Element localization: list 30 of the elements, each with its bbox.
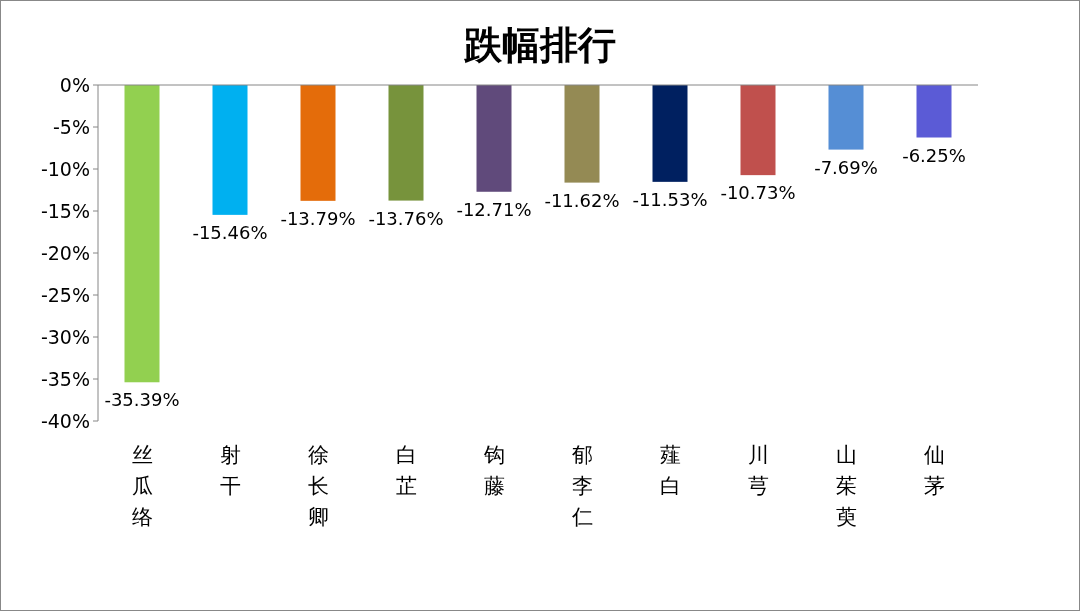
data-label: -15.46% — [192, 221, 268, 243]
y-tick-label: -30% — [40, 326, 90, 348]
y-tick-label: -5% — [53, 116, 90, 138]
data-label: -6.25% — [902, 144, 966, 166]
x-tick-label: 钩藤 — [482, 443, 505, 498]
y-tick-label: -40% — [40, 410, 90, 432]
data-label: -13.76% — [368, 207, 444, 229]
x-tick-label: 徐长卿 — [307, 443, 329, 529]
chart-title: 跌幅排行 — [463, 23, 616, 67]
x-tick-label: 郁李仁 — [570, 443, 593, 529]
data-label: -35.39% — [104, 389, 180, 411]
data-label: -11.62% — [544, 189, 620, 211]
data-label: -10.73% — [720, 182, 796, 204]
x-tick-label: 山茱萸 — [835, 443, 857, 529]
data-label: -11.53% — [632, 188, 708, 210]
x-tick-label: 白芷 — [395, 443, 417, 498]
x-tick-label: 薤白 — [659, 443, 681, 498]
x-tick-label: 川芎 — [747, 443, 769, 498]
y-tick-label: -25% — [40, 284, 90, 306]
data-label: -7.69% — [814, 156, 878, 178]
y-tick-label: -20% — [40, 242, 90, 264]
x-tick-label: 丝瓜络 — [131, 443, 153, 529]
y-tick-label: -35% — [40, 368, 90, 390]
x-tick-label: 仙茅 — [923, 443, 945, 498]
data-label: -12.71% — [456, 198, 532, 220]
y-tick-label: 0% — [59, 74, 90, 96]
y-tick-label: -15% — [40, 200, 90, 222]
x-tick-label: 射干 — [219, 443, 241, 498]
y-tick-label: -10% — [40, 158, 90, 180]
data-label: -13.79% — [280, 207, 356, 229]
